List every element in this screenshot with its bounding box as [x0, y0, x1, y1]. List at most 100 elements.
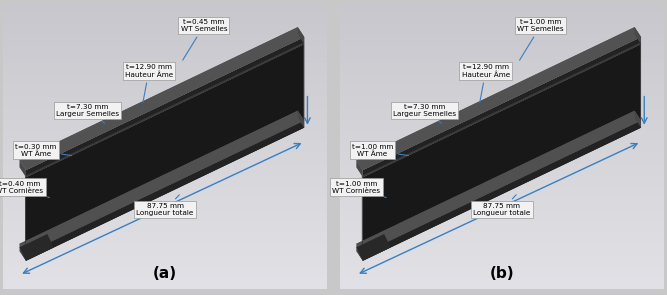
Bar: [3, 63, 327, 68]
Polygon shape: [356, 160, 363, 177]
Text: t=7.30 mm
Largeur Semelles: t=7.30 mm Largeur Semelles: [393, 104, 456, 123]
Text: 87.75 mm
Longueur totale: 87.75 mm Longueur totale: [136, 195, 194, 216]
Bar: [3, 210, 327, 215]
Text: (b): (b): [490, 266, 514, 281]
Polygon shape: [640, 43, 641, 121]
Polygon shape: [297, 27, 304, 44]
Polygon shape: [19, 27, 304, 170]
Bar: [340, 12, 664, 17]
Bar: [3, 68, 327, 74]
Polygon shape: [356, 234, 391, 261]
Bar: [3, 278, 327, 283]
Bar: [3, 57, 327, 63]
Bar: [340, 250, 664, 255]
Polygon shape: [26, 44, 304, 254]
Bar: [3, 244, 327, 250]
Bar: [3, 130, 327, 136]
Bar: [3, 102, 327, 108]
Polygon shape: [363, 37, 641, 177]
Bar: [340, 148, 664, 153]
Polygon shape: [634, 111, 641, 128]
Bar: [3, 227, 327, 232]
Polygon shape: [634, 27, 641, 44]
Bar: [340, 210, 664, 215]
Polygon shape: [19, 244, 26, 261]
Bar: [3, 232, 327, 238]
Polygon shape: [25, 176, 26, 254]
Bar: [3, 261, 327, 266]
Polygon shape: [356, 111, 641, 254]
Bar: [3, 272, 327, 278]
Bar: [340, 278, 664, 283]
Text: t=1.00 mm
WT Semelles: t=1.00 mm WT Semelles: [518, 19, 564, 60]
Bar: [340, 114, 664, 119]
Polygon shape: [19, 234, 54, 261]
Bar: [3, 215, 327, 221]
Bar: [340, 221, 664, 227]
Bar: [3, 181, 327, 187]
Bar: [340, 6, 664, 12]
Bar: [340, 204, 664, 210]
Polygon shape: [19, 27, 304, 170]
Polygon shape: [297, 111, 304, 128]
Bar: [3, 80, 327, 85]
Bar: [340, 91, 664, 96]
Bar: [3, 250, 327, 255]
Bar: [3, 204, 327, 210]
Bar: [3, 170, 327, 176]
Bar: [340, 283, 664, 289]
Polygon shape: [363, 44, 641, 254]
Bar: [3, 125, 327, 130]
Bar: [340, 34, 664, 40]
Text: (a): (a): [153, 266, 177, 281]
Bar: [3, 45, 327, 51]
Bar: [3, 255, 327, 261]
Polygon shape: [19, 118, 304, 261]
Polygon shape: [356, 244, 363, 261]
Bar: [3, 85, 327, 91]
Bar: [3, 96, 327, 102]
Polygon shape: [362, 176, 363, 254]
Bar: [340, 165, 664, 170]
Bar: [3, 266, 327, 272]
Polygon shape: [25, 119, 304, 254]
Bar: [3, 136, 327, 142]
Polygon shape: [19, 111, 304, 254]
Bar: [340, 68, 664, 74]
Bar: [3, 40, 327, 45]
Polygon shape: [26, 121, 304, 261]
Polygon shape: [356, 27, 641, 170]
Bar: [3, 148, 327, 153]
Bar: [3, 193, 327, 199]
Polygon shape: [356, 27, 641, 170]
Bar: [340, 23, 664, 29]
Bar: [340, 96, 664, 102]
Text: t=0.40 mm
WT Cornières: t=0.40 mm WT Cornières: [0, 181, 49, 198]
Bar: [340, 45, 664, 51]
Bar: [3, 153, 327, 159]
Bar: [340, 238, 664, 244]
Bar: [3, 176, 327, 181]
Bar: [3, 119, 327, 125]
Bar: [3, 108, 327, 114]
Bar: [340, 108, 664, 114]
Bar: [340, 57, 664, 63]
Bar: [340, 125, 664, 130]
Bar: [340, 181, 664, 187]
Bar: [340, 272, 664, 278]
Bar: [3, 142, 327, 148]
Polygon shape: [362, 119, 641, 254]
Bar: [3, 238, 327, 244]
Bar: [340, 119, 664, 125]
Bar: [340, 187, 664, 193]
Bar: [340, 102, 664, 108]
Text: t=12.90 mm
Hauteur Âme: t=12.90 mm Hauteur Âme: [462, 64, 510, 102]
Bar: [3, 51, 327, 57]
Text: t=7.30 mm
Largeur Semelles: t=7.30 mm Largeur Semelles: [56, 104, 119, 123]
Polygon shape: [19, 160, 26, 177]
Text: t=1.00 mm
WT Âme: t=1.00 mm WT Âme: [352, 144, 409, 157]
Bar: [340, 227, 664, 232]
Bar: [340, 29, 664, 34]
Text: t=0.45 mm
WT Semelles: t=0.45 mm WT Semelles: [181, 19, 227, 60]
Bar: [3, 199, 327, 204]
